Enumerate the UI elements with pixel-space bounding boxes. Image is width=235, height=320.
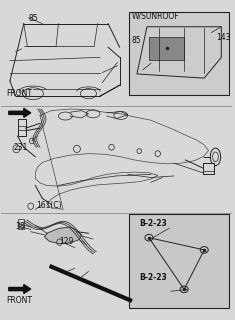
Bar [149,37,184,60]
Text: B-2-23: B-2-23 [139,219,167,228]
Text: 85: 85 [132,36,141,45]
Polygon shape [9,108,31,117]
Bar [203,163,214,174]
Text: 85: 85 [28,14,38,23]
Text: FRONT: FRONT [7,89,32,98]
Bar [18,219,24,228]
Text: FRONT: FRONT [7,296,32,305]
Text: 143: 143 [217,33,231,42]
Polygon shape [9,284,31,293]
Text: W/SUNROOF: W/SUNROOF [132,12,180,20]
Text: 231: 231 [13,143,28,152]
Text: B-2-23: B-2-23 [139,273,167,282]
Text: 129: 129 [60,237,74,246]
Bar [129,12,229,95]
Text: 38: 38 [16,222,25,231]
Text: 161(C): 161(C) [36,201,62,210]
Polygon shape [45,227,82,244]
Bar [129,214,229,308]
Bar [18,119,26,136]
